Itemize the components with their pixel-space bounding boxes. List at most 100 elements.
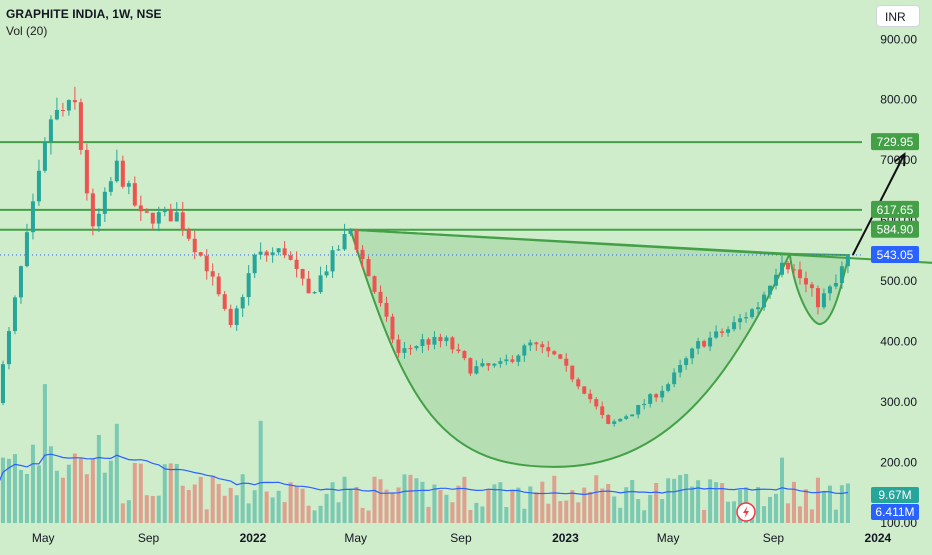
volume-bar bbox=[803, 489, 808, 523]
candle-body bbox=[0, 364, 5, 404]
volume-bar bbox=[402, 474, 407, 523]
volume-bar bbox=[414, 478, 419, 523]
neckline bbox=[350, 228, 932, 264]
candle-body bbox=[126, 183, 131, 187]
volume-bar bbox=[636, 499, 641, 523]
candle-body bbox=[612, 421, 617, 424]
volume-bar bbox=[294, 485, 299, 523]
candle-body bbox=[366, 259, 371, 277]
candle-body bbox=[474, 366, 479, 374]
x-tick-label: 2024 bbox=[865, 531, 892, 545]
candle-body bbox=[30, 201, 35, 233]
volume-bar bbox=[102, 472, 107, 523]
candle-body bbox=[588, 393, 593, 400]
volume-bar bbox=[366, 510, 371, 523]
x-tick-label: 2023 bbox=[552, 531, 579, 545]
y-tick-label: 800.00 bbox=[880, 93, 917, 107]
candle-body bbox=[582, 386, 587, 394]
volume-bar bbox=[318, 505, 323, 523]
volume-bar bbox=[756, 487, 761, 523]
volume-bar bbox=[797, 506, 802, 523]
candle-body bbox=[252, 254, 257, 274]
candle-body bbox=[666, 384, 671, 391]
candle-body bbox=[480, 363, 485, 367]
volume-bar bbox=[654, 483, 659, 523]
volume-bar bbox=[516, 487, 521, 523]
x-tick-label: May bbox=[344, 531, 367, 545]
volume-bar bbox=[48, 446, 53, 523]
volume-tag bbox=[871, 487, 919, 503]
candle-body bbox=[294, 259, 299, 269]
volume-bar bbox=[216, 483, 221, 523]
volume-bar bbox=[780, 457, 784, 523]
volume-bar bbox=[234, 495, 239, 523]
volume-bar bbox=[540, 481, 545, 523]
candle-body bbox=[138, 205, 143, 212]
volume-bar bbox=[372, 476, 377, 523]
volume-bar bbox=[78, 457, 83, 523]
volume-bar bbox=[833, 509, 838, 523]
y-tick-label: 400.00 bbox=[880, 334, 917, 348]
volume-bar bbox=[180, 485, 185, 523]
candle-body bbox=[594, 399, 599, 407]
x-tick-label: May bbox=[657, 531, 680, 545]
volume-bar bbox=[462, 476, 467, 523]
y-tick-label: 500.00 bbox=[880, 274, 917, 288]
volume-indicator-label[interactable]: Vol (20) bbox=[6, 24, 48, 38]
volume-bar bbox=[354, 486, 359, 523]
candle-body bbox=[504, 359, 509, 362]
volume-bar bbox=[228, 487, 233, 523]
volume-bar bbox=[498, 482, 503, 523]
volume-bar bbox=[678, 475, 683, 523]
candle-body bbox=[564, 358, 569, 366]
candle-body bbox=[42, 141, 47, 171]
volume-bar bbox=[546, 503, 551, 523]
candle-body bbox=[708, 337, 713, 347]
candle-body bbox=[408, 348, 413, 350]
candle-body bbox=[444, 337, 449, 342]
candle-body bbox=[12, 297, 17, 332]
candle-body bbox=[762, 294, 767, 308]
candle-body bbox=[642, 403, 647, 406]
volume-bar bbox=[570, 490, 575, 523]
volume-bar bbox=[360, 507, 365, 523]
candle-body bbox=[456, 349, 461, 351]
candle-body bbox=[750, 309, 755, 318]
volume-bar bbox=[827, 485, 832, 523]
candle-body bbox=[576, 379, 581, 387]
currency-button[interactable]: INR bbox=[876, 5, 920, 27]
volume-bar bbox=[210, 475, 215, 523]
volume-bar bbox=[390, 492, 395, 523]
candle-body bbox=[276, 248, 281, 253]
volume-bar bbox=[66, 464, 71, 523]
candle-body bbox=[222, 294, 227, 309]
volume-bar bbox=[258, 420, 263, 523]
candle-body bbox=[336, 249, 341, 251]
candle-body bbox=[450, 337, 455, 350]
volume-bar bbox=[156, 495, 161, 523]
candle-body bbox=[558, 354, 563, 359]
candle-body bbox=[534, 342, 539, 345]
candle-body bbox=[570, 365, 575, 380]
candle-body bbox=[144, 211, 149, 213]
candle-body bbox=[204, 255, 209, 272]
volume-bar bbox=[791, 481, 796, 523]
volume-bar bbox=[504, 507, 509, 523]
volume-bar bbox=[732, 501, 737, 523]
candle-body bbox=[330, 250, 335, 272]
lightning-icon bbox=[743, 506, 749, 518]
candle-body bbox=[546, 347, 551, 352]
candle-body bbox=[774, 274, 779, 286]
volume-tag-label: 6.411M bbox=[875, 505, 914, 519]
volume-bar bbox=[690, 486, 695, 523]
candle-body bbox=[732, 322, 737, 330]
symbol-title[interactable]: GRAPHITE INDIA, 1W, NSE bbox=[6, 7, 162, 21]
volume-bar bbox=[0, 457, 5, 523]
candle-body bbox=[714, 331, 719, 338]
volume-bar bbox=[432, 484, 437, 523]
price-tag bbox=[871, 246, 919, 264]
volume-bars bbox=[0, 384, 850, 523]
price-tag-label: 543.05 bbox=[877, 248, 914, 262]
